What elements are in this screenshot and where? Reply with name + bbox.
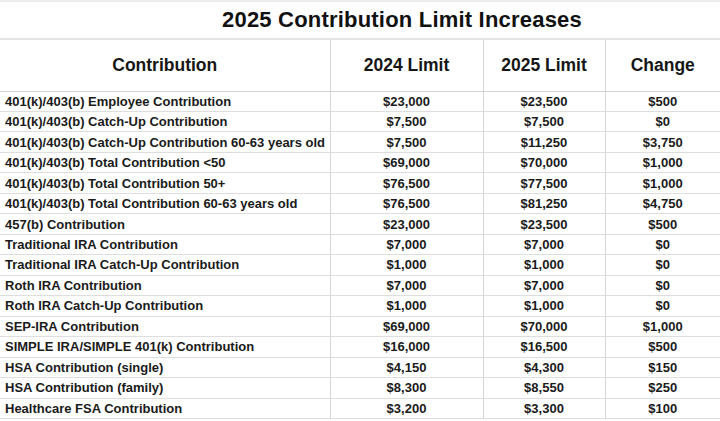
table-row: HSA Contribution (single)$4,150$4,300$15… xyxy=(0,357,720,377)
table-row: 401(k)/403(b) Total Contribution <50$69,… xyxy=(0,152,720,172)
row-value-2024: $7,000 xyxy=(330,234,483,254)
table-row: HSA Contribution (family)$8,300$8,550$25… xyxy=(0,378,720,398)
row-value-change: $100 xyxy=(605,398,720,418)
row-value-change: $500 xyxy=(605,337,720,357)
table-row: SEP-IRA Contribution$69,000$70,000$1,000 xyxy=(0,316,720,336)
row-value-2025: $3,300 xyxy=(483,398,605,418)
row-value-2025: $8,550 xyxy=(483,378,605,398)
row-value-change: $1,000 xyxy=(605,316,720,336)
row-value-2024: $8,300 xyxy=(330,378,483,398)
row-label: 401(k)/403(b) Catch-Up Contribution 60-6… xyxy=(0,132,330,152)
row-label: Traditional IRA Catch-Up Contribution xyxy=(0,255,330,275)
table-row: Healthcare FSA Contribution$3,200$3,300$… xyxy=(0,398,720,418)
table-row: 401(k)/403(b) Employee Contribution$23,0… xyxy=(0,91,720,111)
table-row: Roth IRA Catch-Up Contribution$1,000$1,0… xyxy=(0,296,720,316)
row-value-change: $4,750 xyxy=(605,193,720,213)
table-row: Traditional IRA Contribution$7,000$7,000… xyxy=(0,234,720,254)
row-value-change: $0 xyxy=(605,234,720,254)
row-value-2025: $70,000 xyxy=(483,316,605,336)
row-label: HSA Contribution (single) xyxy=(0,357,330,377)
table-row: Traditional IRA Catch-Up Contribution$1,… xyxy=(0,255,720,275)
row-value-2025: $7,000 xyxy=(483,275,605,295)
row-value-2024: $69,000 xyxy=(330,316,483,336)
row-value-2025: $70,000 xyxy=(483,152,605,172)
row-value-2024: $23,000 xyxy=(330,91,483,111)
row-value-change: $3,750 xyxy=(605,132,720,152)
row-label: 401(k)/403(b) Total Contribution 60-63 y… xyxy=(0,193,330,213)
row-value-2025: $7,000 xyxy=(483,234,605,254)
row-label: Healthcare FSA Contribution xyxy=(0,398,330,418)
table-row: 401(k)/403(b) Total Contribution 60-63 y… xyxy=(0,193,720,213)
table-header: Contribution 2024 Limit 2025 Limit Chang… xyxy=(0,40,720,91)
row-value-2024: $7,000 xyxy=(330,275,483,295)
row-value-2024: $16,000 xyxy=(330,337,483,357)
row-label: Traditional IRA Contribution xyxy=(0,234,330,254)
row-value-2025: $1,000 xyxy=(483,255,605,275)
row-label: 401(k)/403(b) Employee Contribution xyxy=(0,91,330,111)
row-label: 401(k)/403(b) Total Contribution <50 xyxy=(0,152,330,172)
row-label: HSA Contribution (family) xyxy=(0,378,330,398)
row-value-2024: $7,500 xyxy=(330,132,483,152)
contribution-limits-panel: 2025 Contribution Limit Increases Contri… xyxy=(0,0,720,421)
row-value-2025: $77,500 xyxy=(483,173,605,193)
row-value-2024: $76,500 xyxy=(330,193,483,213)
row-value-change: $0 xyxy=(605,255,720,275)
row-value-2024: $1,000 xyxy=(330,296,483,316)
row-value-change: $150 xyxy=(605,357,720,377)
row-value-change: $250 xyxy=(605,378,720,398)
header-row: Contribution 2024 Limit 2025 Limit Chang… xyxy=(0,40,720,91)
row-value-2025: $23,500 xyxy=(483,214,605,234)
table-row: SIMPLE IRA/SIMPLE 401(k) Contribution$16… xyxy=(0,337,720,357)
table-body: 401(k)/403(b) Employee Contribution$23,0… xyxy=(0,91,720,419)
page-title: 2025 Contribution Limit Increases xyxy=(0,2,720,40)
column-header-2024-limit: 2024 Limit xyxy=(330,40,483,91)
table-row: 457(b) Contribution$23,000$23,500$500 xyxy=(0,214,720,234)
row-value-2024: $69,000 xyxy=(330,152,483,172)
row-value-change: $500 xyxy=(605,91,720,111)
row-label: SEP-IRA Contribution xyxy=(0,316,330,336)
row-value-2024: $3,200 xyxy=(330,398,483,418)
row-label: SIMPLE IRA/SIMPLE 401(k) Contribution xyxy=(0,337,330,357)
table-row: 401(k)/403(b) Catch-Up Contribution 60-6… xyxy=(0,132,720,152)
row-label: Roth IRA Catch-Up Contribution xyxy=(0,296,330,316)
row-value-change: $0 xyxy=(605,275,720,295)
column-header-change: Change xyxy=(605,40,720,91)
row-value-change: $500 xyxy=(605,214,720,234)
row-label: 401(k)/403(b) Catch-Up Contribution xyxy=(0,111,330,131)
row-value-2025: $11,250 xyxy=(483,132,605,152)
row-value-2024: $1,000 xyxy=(330,255,483,275)
column-header-contribution: Contribution xyxy=(0,40,330,91)
row-value-2024: $76,500 xyxy=(330,173,483,193)
row-value-2025: $81,250 xyxy=(483,193,605,213)
table-row: 401(k)/403(b) Catch-Up Contribution$7,50… xyxy=(0,111,720,131)
row-value-2025: $7,500 xyxy=(483,111,605,131)
column-header-2025-limit: 2025 Limit xyxy=(483,40,605,91)
table-row: Roth IRA Contribution$7,000$7,000$0 xyxy=(0,275,720,295)
row-value-change: $1,000 xyxy=(605,152,720,172)
row-label: Roth IRA Contribution xyxy=(0,275,330,295)
row-value-2025: $1,000 xyxy=(483,296,605,316)
table-row: 401(k)/403(b) Total Contribution 50+$76,… xyxy=(0,173,720,193)
row-label: 401(k)/403(b) Total Contribution 50+ xyxy=(0,173,330,193)
row-value-2025: $4,300 xyxy=(483,357,605,377)
row-value-change: $0 xyxy=(605,296,720,316)
row-value-2024: $23,000 xyxy=(330,214,483,234)
row-value-2024: $7,500 xyxy=(330,111,483,131)
row-value-change: $1,000 xyxy=(605,173,720,193)
contribution-limits-table: Contribution 2024 Limit 2025 Limit Chang… xyxy=(0,40,720,419)
row-value-change: $0 xyxy=(605,111,720,131)
row-value-2025: $23,500 xyxy=(483,91,605,111)
row-value-2024: $4,150 xyxy=(330,357,483,377)
row-value-2025: $16,500 xyxy=(483,337,605,357)
row-label: 457(b) Contribution xyxy=(0,214,330,234)
